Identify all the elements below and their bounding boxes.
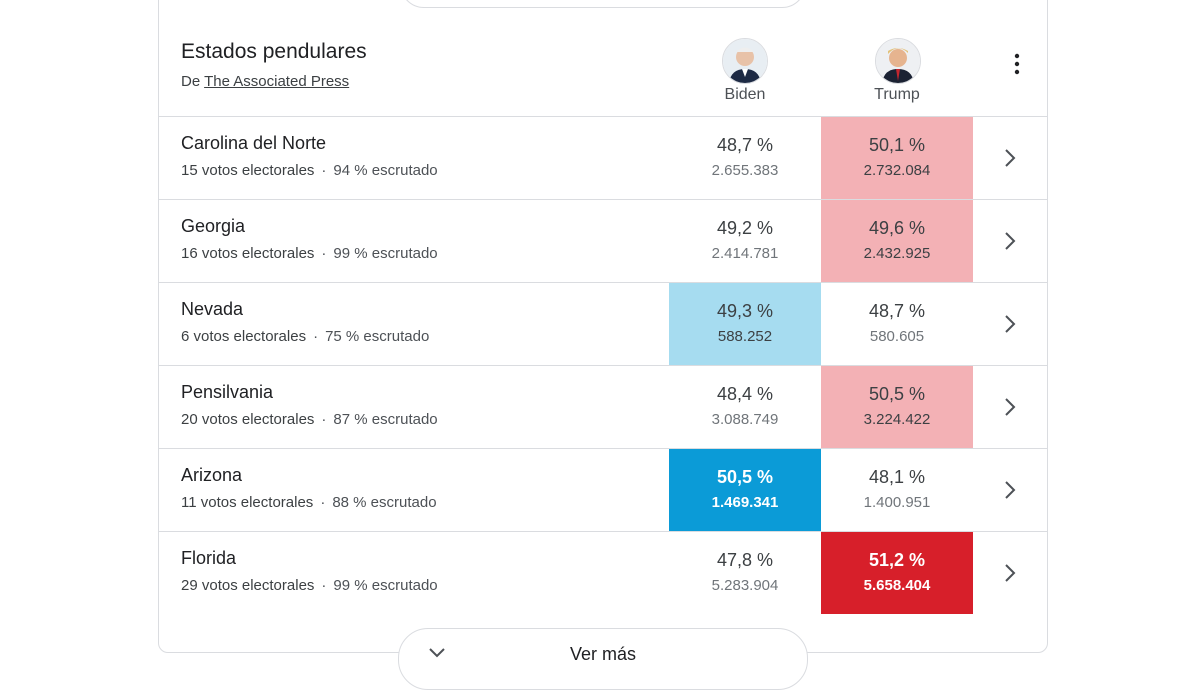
source-prefix: De: [181, 73, 201, 90]
state-row[interactable]: [158, 448, 1048, 531]
row-chevron: [1005, 398, 1016, 416]
vote-count: 5.658.404: [863, 577, 931, 594]
leader-cell: [821, 200, 973, 282]
leader-cell: [669, 449, 821, 531]
state-meta: 15 votos electorales · 94 % escrutado: [181, 162, 438, 179]
vote-count: 1.400.951: [863, 494, 931, 511]
vote-percent: 48,7 %: [868, 301, 926, 321]
vote-percent: 51,2 %: [868, 550, 926, 570]
vote-percent: 47,8 %: [716, 550, 774, 570]
state-name: Georgia: [181, 216, 246, 236]
separator: ·: [321, 577, 327, 594]
state-meta: 20 votos electorales · 87 % escrutado: [181, 411, 438, 428]
row-separator: [158, 282, 1048, 283]
trump-avatar: [875, 38, 921, 84]
row-separator: [158, 448, 1048, 449]
row-separator: [158, 199, 1048, 200]
state-name: Pensilvania: [181, 382, 274, 402]
vote-percent: 49,6 %: [868, 218, 926, 238]
vote-count: 5.283.904: [711, 577, 779, 594]
electoral-votes: 6 votos electorales: [181, 328, 307, 345]
state-name: Carolina del Norte: [181, 133, 327, 153]
avatar-art: [723, 39, 767, 83]
reported: 87 % escrutado: [333, 411, 438, 428]
avatar-art: [876, 39, 920, 83]
separator: ·: [313, 328, 319, 345]
state-row[interactable]: [158, 282, 1048, 365]
reported: 99 % escrutado: [333, 245, 438, 262]
menu-button[interactable]: [1008, 52, 1026, 76]
reported: 75 % escrutado: [325, 328, 430, 345]
electoral-votes: 29 votos electorales: [181, 577, 315, 594]
source-link[interactable]: The Associated Press: [204, 73, 350, 90]
vote-percent: 49,2 %: [716, 218, 774, 238]
electoral-votes: 20 votos electorales: [181, 411, 315, 428]
leader-cell: [821, 532, 973, 614]
separator: ·: [321, 245, 327, 262]
vote-percent: 48,1 %: [868, 467, 926, 487]
vote-percent: 48,7 %: [716, 135, 774, 155]
electoral-votes: 11 votos electorales: [181, 494, 314, 511]
state-meta: 29 votos electorales · 99 % escrutado: [181, 577, 438, 594]
candidate-name: Trump: [874, 86, 920, 103]
row-chevron: [1005, 232, 1016, 250]
vote-percent: 50,1 %: [868, 135, 926, 155]
state-meta: 6 votos electorales · 75 % escrutado: [181, 328, 429, 345]
electoral-votes: 15 votos electorales: [181, 162, 315, 179]
state-meta: 16 votos electorales · 99 % escrutado: [181, 245, 438, 262]
separator: ·: [321, 162, 327, 179]
vote-count: 2.432.925: [863, 245, 931, 262]
vote-percent: 48,4 %: [716, 384, 774, 404]
biden-avatar: [722, 38, 768, 84]
electoral-votes: 16 votos electorales: [181, 245, 315, 262]
vote-count: 2.655.383: [711, 162, 779, 179]
state-name: Florida: [181, 548, 237, 568]
state-meta: 11 votos electorales · 88 % escrutado: [181, 494, 437, 511]
row-chevron: [1005, 564, 1016, 582]
card-title: Estados pendulares: [181, 40, 367, 63]
leader-cell: [821, 117, 973, 199]
vote-percent: 50,5 %: [868, 384, 926, 404]
separator: ·: [320, 494, 326, 511]
leader-cell: [669, 283, 821, 365]
page: Estados pendulares De The Associated Pre…: [158, 0, 1048, 690]
row-separator: [158, 365, 1048, 366]
vote-percent: 50,5 %: [716, 467, 774, 487]
row-chevron: [1005, 481, 1016, 499]
row-separator: [158, 531, 1048, 532]
candidate-name: Biden: [724, 86, 766, 103]
vote-count: 1.469.341: [711, 494, 779, 511]
row-chevron: [1005, 149, 1016, 167]
reported: 88 % escrutado: [332, 494, 437, 511]
leader-cell: [821, 366, 973, 448]
state-name: Nevada: [181, 299, 244, 319]
vote-count: 588.252: [717, 328, 773, 345]
row-separator: [158, 116, 1048, 117]
reported: 94 % escrutado: [333, 162, 438, 179]
state-name: Arizona: [181, 465, 243, 485]
vote-count: 2.732.084: [863, 162, 931, 179]
reported: 99 % escrutado: [333, 577, 438, 594]
vote-count: 2.414.781: [711, 245, 779, 262]
vote-count: 3.088.749: [711, 411, 779, 428]
expand-icon: [429, 648, 445, 658]
vote-percent: 49,3 %: [716, 301, 774, 321]
vote-count: 3.224.422: [863, 411, 931, 428]
more-label[interactable]: Ver más: [569, 644, 637, 664]
row-chevron: [1005, 315, 1016, 333]
top-pill[interactable]: [400, 0, 806, 8]
vote-count: 580.605: [869, 328, 925, 345]
separator: ·: [321, 411, 327, 428]
source-line: De The Associated Press: [181, 73, 349, 90]
